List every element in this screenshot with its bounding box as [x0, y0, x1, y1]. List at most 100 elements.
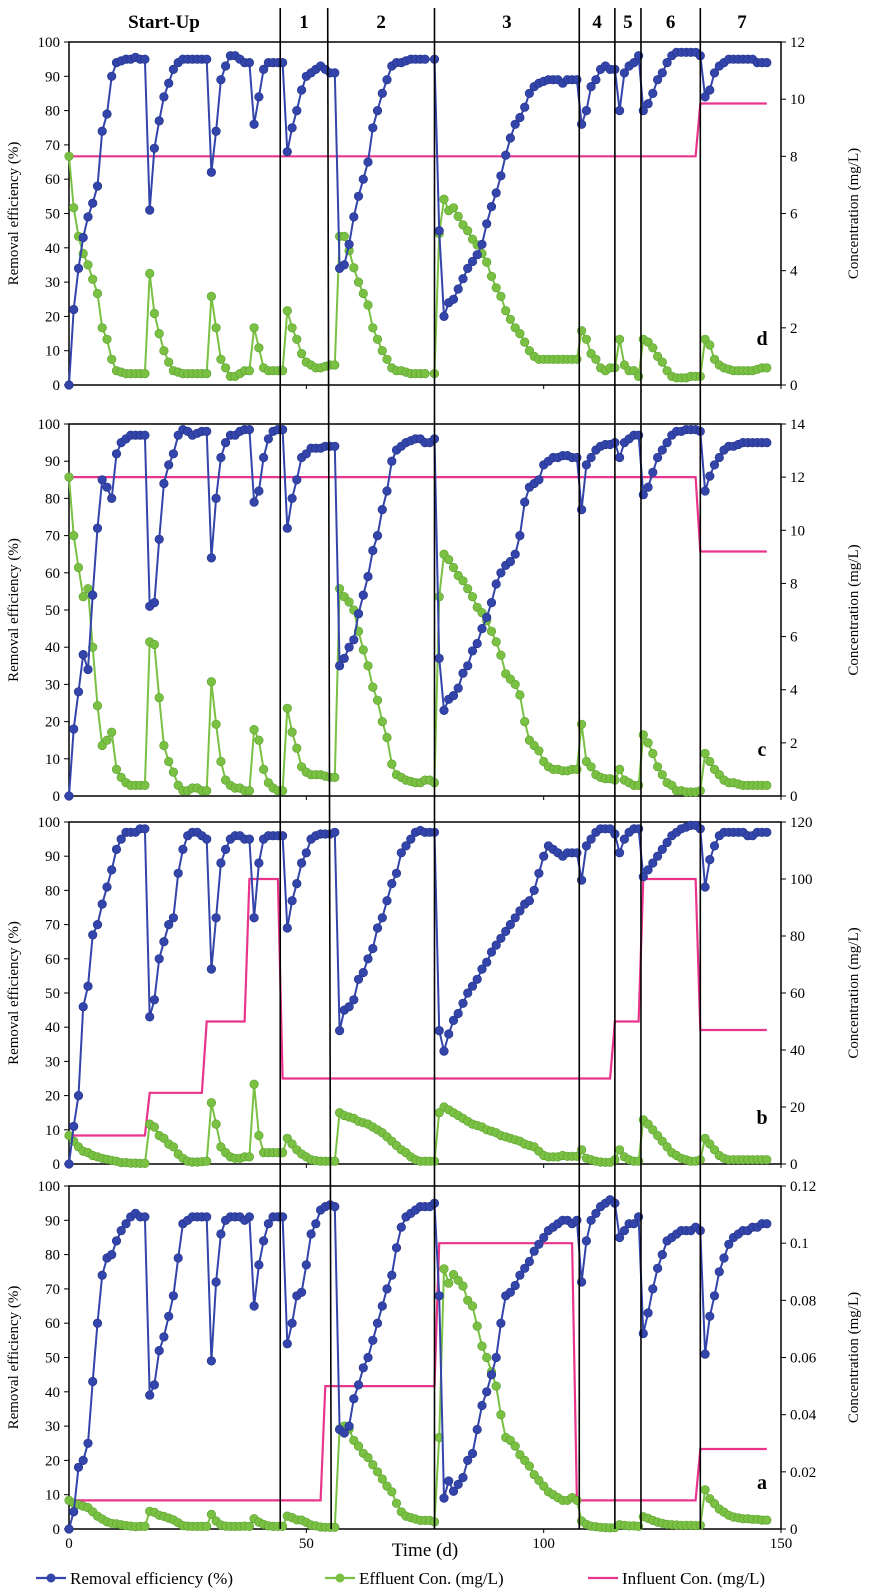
removal-point — [202, 834, 212, 844]
removal-point — [292, 878, 302, 889]
removal-point — [168, 64, 178, 74]
effluent-point — [206, 677, 216, 687]
removal-point — [73, 687, 84, 697]
legend-label: Effluent Con. (mg/L) — [359, 1569, 504, 1588]
effluent-point — [586, 762, 596, 772]
effluent-point — [439, 194, 449, 204]
left-tick-label: 0 — [53, 1157, 61, 1173]
removal-point — [259, 452, 269, 463]
right-axis-label: Concentration (mg/L) — [846, 927, 862, 1058]
left-tick-label: 60 — [45, 566, 60, 582]
effluent-point — [221, 363, 231, 373]
effluent-point — [202, 369, 212, 379]
effluent-point — [64, 151, 74, 161]
plot-frame — [68, 41, 782, 386]
removal-point — [353, 974, 364, 984]
removal-point — [524, 1256, 535, 1267]
panel-letter: c — [758, 739, 767, 761]
removal-point — [107, 1249, 117, 1260]
removal-point — [164, 919, 174, 930]
removal-point — [330, 441, 340, 451]
effluent-point — [216, 354, 226, 364]
removal-point — [159, 937, 169, 947]
influent-line — [69, 102, 767, 158]
effluent-point — [249, 1079, 259, 1089]
removal-point — [662, 837, 672, 848]
effluent-point — [762, 363, 772, 373]
left-tick-label: 30 — [45, 275, 60, 291]
right-tick-label: 40 — [790, 1043, 805, 1059]
removal-point — [439, 705, 449, 716]
removal-point — [287, 123, 297, 133]
effluent-point — [140, 780, 150, 791]
removal-point — [529, 1246, 539, 1256]
right-axis-label: Concentration (mg/L) — [846, 544, 862, 675]
legend-swatch-marker — [335, 1573, 345, 1583]
removal-point — [168, 1291, 178, 1301]
effluent-point — [164, 756, 174, 767]
effluent-point — [244, 786, 254, 796]
removal-point — [349, 212, 359, 222]
phase-label: 1 — [299, 12, 309, 33]
left-tick-label: 80 — [45, 491, 60, 507]
effluent-point — [458, 576, 468, 586]
removal-point — [382, 75, 392, 85]
removal-point — [73, 1090, 84, 1101]
effluent-point — [372, 1467, 383, 1477]
removal-point — [458, 1472, 468, 1483]
effluent-line — [68, 1268, 767, 1529]
phase-label: Start-Up — [128, 12, 200, 33]
removal-point — [448, 1486, 459, 1496]
removal-point — [586, 81, 596, 92]
left-tick-label: 90 — [45, 849, 60, 865]
removal-point — [116, 834, 126, 844]
effluent-point — [377, 716, 387, 727]
removal-point — [648, 858, 658, 868]
removal-point — [363, 157, 373, 167]
removal-point — [643, 1308, 653, 1318]
removal-point — [705, 854, 715, 865]
removal-point — [206, 553, 216, 563]
left-tick-label: 100 — [38, 417, 61, 433]
panel-d: 0 10 20 30 40 50 60 70 80 90 100 0 2 4 6 8 10 12 Removal e… — [6, 35, 862, 394]
effluent-point — [353, 277, 364, 287]
panel-letter: b — [756, 1107, 767, 1129]
effluent-point — [159, 740, 169, 751]
removal-point — [491, 1352, 501, 1363]
left-tick-label: 100 — [38, 35, 61, 51]
removal-point — [244, 425, 254, 435]
removal-point — [254, 1260, 264, 1270]
effluent-point — [216, 756, 226, 767]
right-tick-label: 10 — [790, 523, 805, 539]
removal-point — [629, 1219, 639, 1229]
removal-point — [762, 1219, 772, 1229]
removal-point — [263, 434, 274, 444]
removal-point — [206, 1356, 216, 1366]
removal-point — [202, 426, 212, 437]
removal-point — [586, 1215, 596, 1225]
phase-label: 7 — [737, 12, 747, 33]
right-tick-label: 0.02 — [790, 1465, 816, 1481]
removal-line — [68, 824, 767, 1165]
removal-point — [453, 683, 463, 693]
effluent-point — [501, 306, 511, 316]
removal-point — [581, 1236, 592, 1246]
removal-point — [491, 188, 501, 198]
removal-point — [581, 460, 592, 470]
removal-point — [591, 75, 601, 85]
effluent-point — [491, 637, 501, 647]
removal-point — [145, 1012, 155, 1022]
removal-point — [520, 102, 530, 112]
left-tick-label: 50 — [45, 207, 60, 223]
removal-point — [344, 642, 354, 652]
removal-point — [97, 475, 107, 485]
removal-point — [372, 923, 383, 933]
removal-point — [64, 791, 74, 801]
effluent-point — [444, 554, 454, 565]
effluent-point — [515, 690, 525, 700]
left-tick-label: 100 — [38, 1179, 61, 1195]
removal-point — [292, 475, 302, 485]
removal-point — [486, 597, 497, 608]
removal-point — [263, 1219, 274, 1229]
effluent-point — [154, 693, 164, 703]
